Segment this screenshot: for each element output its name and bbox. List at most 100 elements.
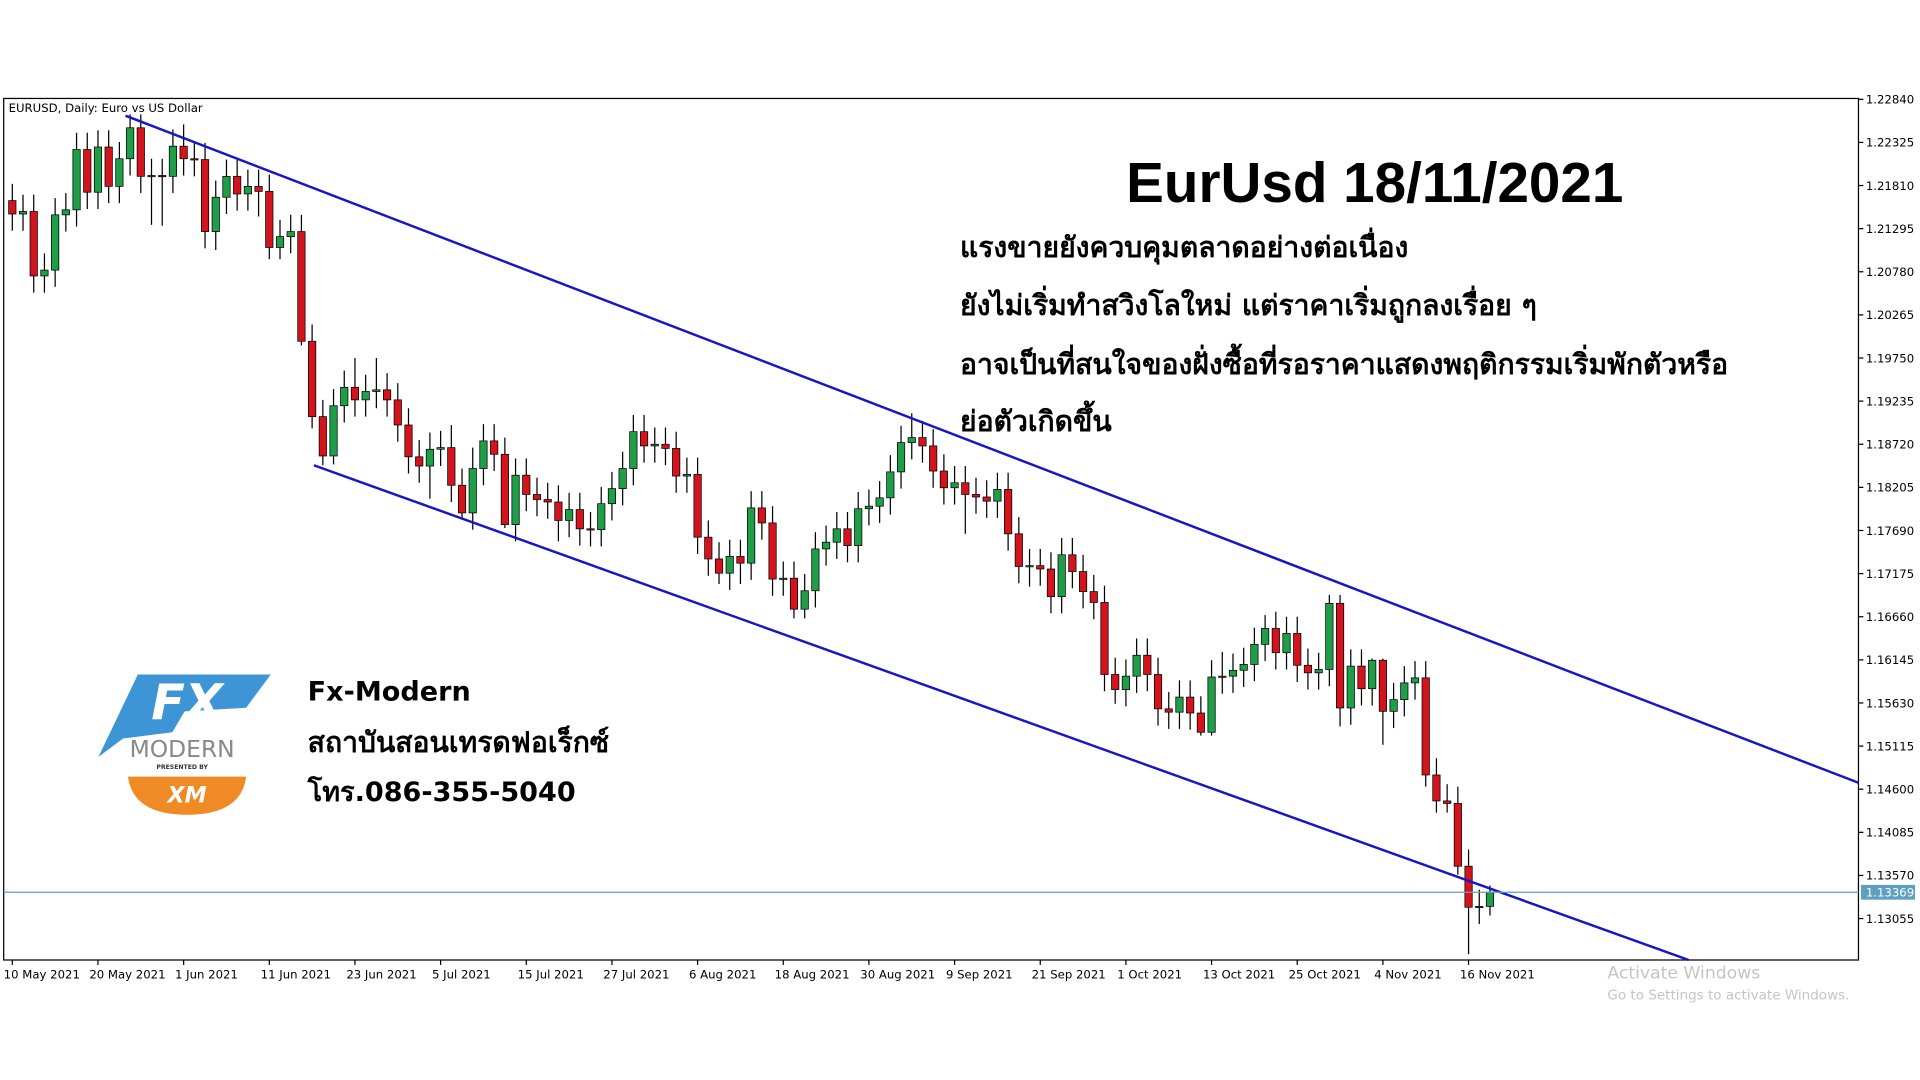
candle-body [8,200,17,215]
candle-body [40,269,49,277]
trendline-upper [125,114,1859,784]
x-tick-label: 25 Oct 2021 [1289,967,1361,981]
y-tick-label: 1.20265 [1866,308,1914,322]
candle-body [29,211,38,277]
logo-shape [98,674,271,757]
candle-body [436,447,445,450]
x-tick-label: 18 Aug 2021 [775,967,850,981]
candle-body [308,340,317,417]
candle-body [18,211,28,215]
candle-body [158,175,167,178]
x-tick-label: 20 May 2021 [89,967,165,981]
candle-body [383,389,392,401]
candle-body [1293,633,1302,666]
candle-body [982,496,991,502]
x-tick-label: 10 May 2021 [4,967,80,981]
candle-body [939,470,948,489]
contact-desc: สถาบันสอนเทรดฟอเร็กซ์ [308,725,609,759]
current-price-label: 1.13369 [1866,886,1914,900]
candle-body [725,556,734,574]
chart-header: EURUSD, Daily: Euro vs US Dollar [9,101,203,115]
candle-body [93,146,103,193]
candle-body [693,474,702,538]
y-tick-label: 1.22325 [1866,136,1914,150]
candle-body [1057,554,1066,597]
candle-body [543,499,552,503]
plot-frame [3,97,1860,961]
candle-body [211,196,220,232]
x-tick-label: 27 Jul 2021 [603,967,669,981]
candle-body [147,175,156,178]
candle-body [1153,674,1163,710]
candle-body [190,158,199,161]
candle-body [575,509,584,530]
candle-body [1421,677,1430,776]
candle-body [425,448,434,467]
x-tick-label: 5 Jul 2021 [432,967,491,981]
candle-body [1485,891,1495,907]
y-tick-label: 1.17175 [1866,567,1914,581]
candle-body [1271,628,1280,654]
candle-body [597,503,606,531]
candle-body [468,468,477,514]
x-tick-label: 9 Sep 2021 [946,967,1013,981]
candle-body [886,471,895,499]
candle-body [1079,571,1088,592]
candle-body [1314,669,1323,674]
logo-presented: PRESENTED BY [156,764,208,771]
candle-body [522,474,531,495]
candle-body [757,507,766,524]
x-tick-label: 1 Jun 2021 [175,967,238,981]
candle-body [447,447,456,486]
candle-body [361,391,370,401]
candle-body [265,191,274,248]
candle-body [607,488,617,505]
candle-body [126,127,135,160]
candle-body [993,489,1002,502]
candle-body [811,548,820,592]
y-tick-label: 1.21295 [1866,222,1914,236]
candle-body [1346,665,1355,709]
contact-name: Fx-Modern [308,676,471,707]
candle-body [1261,628,1270,645]
annotation-line: อาจเป็นที่สนใจของฝั่งซื้อที่รอราคาแสดงพฤ… [960,343,1728,381]
candle-body [1111,674,1120,690]
annotation-title: EurUsd 18/11/2021 [1126,151,1623,214]
contact-phone: โทร.086-355-5040 [307,775,576,808]
candle-body [639,431,649,447]
candle-body [179,145,188,160]
candle-body [1100,602,1109,675]
candle-body [682,474,691,477]
candle-body [233,175,242,195]
candle-body [1432,774,1441,802]
candle-body [1475,906,1484,909]
candle-body [736,556,745,564]
candle-body [372,389,381,392]
y-tick-label: 1.15115 [1866,739,1914,753]
candle-body [618,468,627,489]
y-tick-label: 1.13055 [1866,912,1914,926]
candle-body [1443,800,1452,804]
candle-body [1282,633,1291,654]
candle-body [168,145,177,177]
candle-body [83,149,92,193]
candle-body [672,448,681,477]
annotation-line: แรงขายยังควบคุมตลาดอย่างต่อเนื่อง [960,227,1408,265]
candle-body [297,231,306,342]
y-tick-label: 1.18205 [1866,481,1914,495]
candle-body [1389,699,1398,712]
candle-body [329,405,338,457]
candle-body [650,443,659,447]
candle-body [929,445,938,472]
candle-body [1036,565,1045,570]
candle-body [318,416,327,457]
candle-body [340,386,349,407]
candle-body [286,231,295,237]
candle-body [1175,696,1184,713]
logo-broker: XM [166,782,207,808]
candle-body [243,186,252,195]
candle-body [1143,654,1152,675]
candle-body [350,386,360,401]
x-tick-label: 6 Aug 2021 [689,967,756,981]
